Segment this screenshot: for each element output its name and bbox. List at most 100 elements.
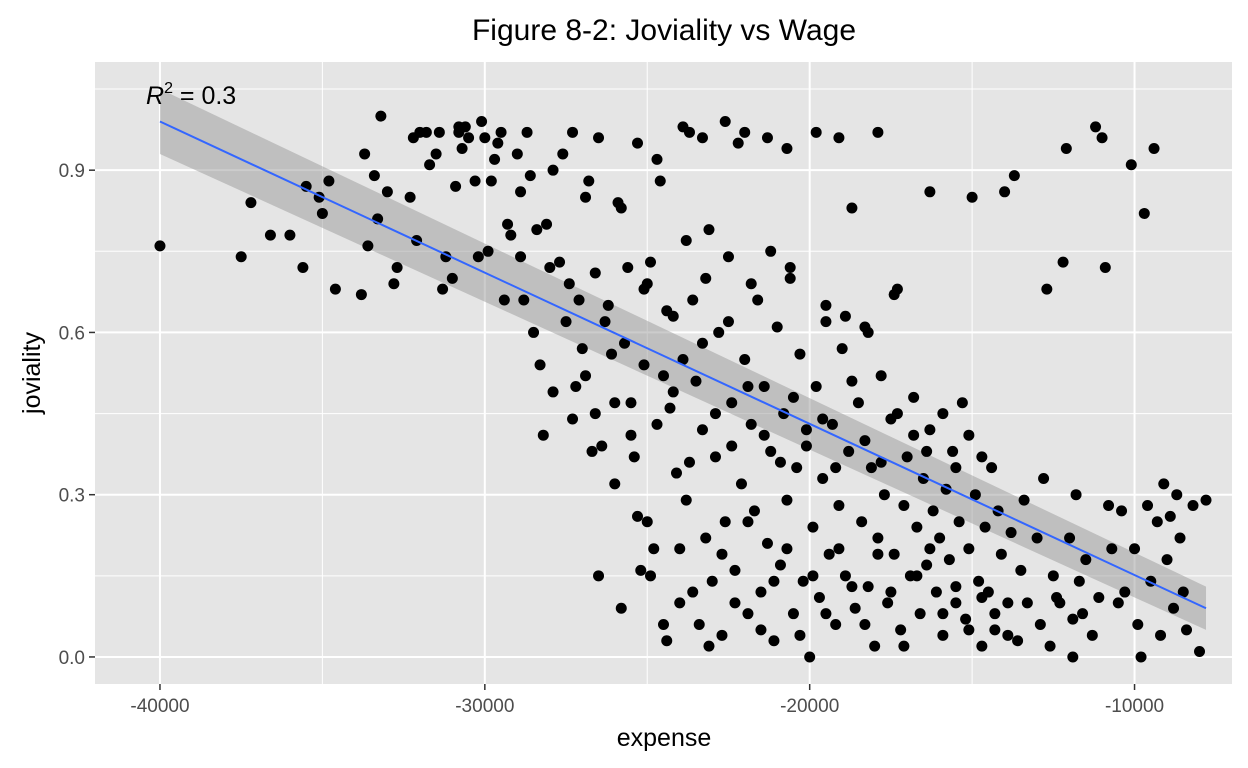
data-point bbox=[619, 337, 631, 349]
data-point bbox=[1135, 651, 1147, 663]
data-point bbox=[878, 489, 890, 501]
data-point bbox=[817, 413, 829, 425]
data-point bbox=[1132, 619, 1144, 631]
data-point bbox=[947, 445, 959, 457]
data-point bbox=[1060, 143, 1072, 155]
data-point bbox=[557, 148, 569, 160]
data-point bbox=[515, 186, 527, 198]
data-point bbox=[583, 175, 595, 187]
data-point bbox=[567, 126, 579, 138]
data-point bbox=[1012, 635, 1024, 647]
data-point bbox=[800, 424, 812, 436]
data-point bbox=[1148, 143, 1160, 155]
data-point bbox=[700, 272, 712, 284]
data-point bbox=[895, 624, 907, 636]
data-point bbox=[752, 294, 764, 306]
data-point bbox=[846, 375, 858, 387]
data-point bbox=[661, 635, 673, 647]
data-point bbox=[696, 132, 708, 144]
data-point bbox=[368, 170, 380, 182]
data-point bbox=[989, 608, 1001, 620]
data-point bbox=[937, 608, 949, 620]
chart-title: Figure 8-2: Joviality vs Wage bbox=[472, 14, 856, 47]
data-point bbox=[1047, 570, 1059, 582]
data-point bbox=[800, 440, 812, 452]
data-point bbox=[739, 353, 751, 365]
data-point bbox=[973, 575, 985, 587]
y-axis-ticks: 0.0 0.3 0.6 0.9 bbox=[59, 161, 95, 669]
data-point bbox=[1057, 256, 1069, 268]
data-point bbox=[541, 218, 553, 230]
data-point bbox=[781, 543, 793, 555]
data-point bbox=[388, 278, 400, 290]
r-squared-superscript: 2 bbox=[164, 80, 173, 97]
data-point bbox=[976, 451, 988, 463]
data-point bbox=[784, 272, 796, 284]
data-point bbox=[1064, 532, 1076, 544]
data-point bbox=[810, 126, 822, 138]
data-point bbox=[1112, 597, 1124, 609]
data-point bbox=[1080, 554, 1092, 566]
data-point bbox=[963, 543, 975, 555]
data-point bbox=[362, 240, 374, 252]
data-point bbox=[742, 516, 754, 528]
data-point bbox=[511, 148, 523, 160]
data-point bbox=[908, 429, 920, 441]
data-point bbox=[875, 370, 887, 382]
data-point bbox=[1015, 564, 1027, 576]
data-point bbox=[489, 153, 501, 165]
data-point bbox=[960, 613, 972, 625]
data-point bbox=[593, 132, 605, 144]
data-point bbox=[771, 321, 783, 333]
data-point bbox=[381, 186, 393, 198]
data-point bbox=[807, 521, 819, 533]
data-point bbox=[645, 570, 657, 582]
data-point bbox=[615, 602, 627, 614]
data-point bbox=[719, 516, 731, 528]
data-point bbox=[651, 153, 663, 165]
data-point bbox=[264, 229, 276, 241]
data-point bbox=[563, 278, 575, 290]
data-point bbox=[921, 559, 933, 571]
data-point bbox=[713, 326, 725, 338]
data-point bbox=[502, 218, 514, 230]
data-point bbox=[758, 381, 770, 393]
data-point bbox=[632, 137, 644, 149]
data-point bbox=[872, 548, 884, 560]
data-point bbox=[1164, 510, 1176, 522]
data-point bbox=[245, 197, 257, 209]
data-point bbox=[1005, 527, 1017, 539]
data-point bbox=[963, 429, 975, 441]
data-point bbox=[154, 240, 166, 252]
data-point bbox=[813, 591, 825, 603]
data-point bbox=[823, 548, 835, 560]
y-tick-label: 0.0 bbox=[59, 648, 85, 669]
data-point bbox=[284, 229, 296, 241]
data-point bbox=[953, 516, 965, 528]
data-point bbox=[966, 191, 978, 203]
data-point bbox=[667, 386, 679, 398]
x-tick-label: -40000 bbox=[130, 696, 189, 717]
data-point bbox=[765, 245, 777, 257]
data-point bbox=[826, 418, 838, 430]
data-point bbox=[580, 370, 592, 382]
data-point bbox=[537, 429, 549, 441]
data-point bbox=[609, 478, 621, 490]
data-point bbox=[531, 224, 543, 236]
data-point bbox=[716, 629, 728, 641]
data-point bbox=[1044, 640, 1056, 652]
data-point bbox=[391, 262, 403, 274]
data-point bbox=[1129, 543, 1141, 555]
data-point bbox=[888, 289, 900, 301]
data-point bbox=[670, 467, 682, 479]
data-point bbox=[547, 164, 559, 176]
data-point bbox=[1070, 489, 1082, 501]
data-point bbox=[709, 451, 721, 463]
data-point bbox=[924, 424, 936, 436]
data-point bbox=[1187, 500, 1199, 512]
data-point bbox=[969, 489, 981, 501]
data-point bbox=[625, 429, 637, 441]
data-point bbox=[774, 456, 786, 468]
data-point bbox=[995, 548, 1007, 560]
data-point bbox=[560, 316, 572, 328]
